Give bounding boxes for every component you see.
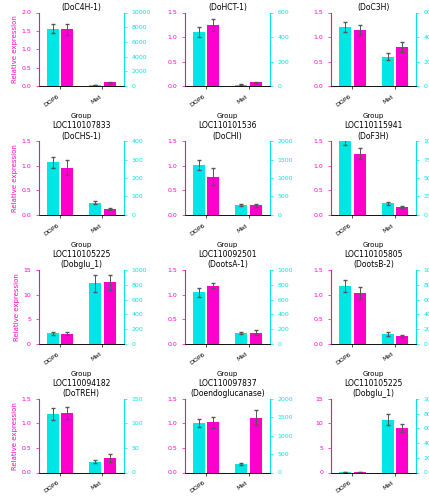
X-axis label: Group: Group — [70, 242, 92, 248]
Title: LOC110093394
(DoHCT-1): LOC110093394 (DoHCT-1) — [198, 0, 257, 12]
Bar — [47, 162, 59, 215]
Bar — [104, 209, 115, 215]
X-axis label: Group: Group — [363, 371, 384, 377]
Title: LOC110105225
(Dobglu_1): LOC110105225 (Dobglu_1) — [52, 250, 110, 270]
Bar — [47, 414, 59, 472]
Title: LOC110097837
(Doendoglucanase): LOC110097837 (Doendoglucanase) — [190, 378, 265, 398]
Title: LOC110101536
(DoCHI): LOC110101536 (DoCHI) — [198, 121, 257, 141]
X-axis label: Group: Group — [217, 114, 238, 119]
Bar — [236, 333, 248, 344]
Bar — [250, 82, 262, 86]
Bar — [250, 418, 262, 472]
Y-axis label: Relative expression: Relative expression — [15, 273, 21, 341]
Bar — [250, 333, 262, 344]
Bar — [193, 32, 205, 86]
Title: LOC110115941
(DoF3H): LOC110115941 (DoF3H) — [344, 121, 403, 141]
Bar — [89, 462, 101, 472]
Title: LOC110113575
(DoC4H-1): LOC110113575 (DoC4H-1) — [52, 0, 110, 12]
Bar — [396, 47, 408, 86]
Bar — [396, 336, 408, 344]
Bar — [89, 203, 101, 215]
Bar — [236, 85, 248, 86]
Y-axis label: Relative expression: Relative expression — [12, 16, 18, 83]
Bar — [89, 284, 101, 344]
Y-axis label: Relative expression: Relative expression — [12, 402, 18, 469]
Y-axis label: Relative expression: Relative expression — [12, 144, 18, 212]
Bar — [61, 334, 73, 344]
Bar — [207, 176, 219, 215]
Bar — [104, 282, 115, 344]
Bar — [61, 29, 73, 86]
Title: LOC110107833
(DoCHS-1): LOC110107833 (DoCHS-1) — [52, 121, 110, 141]
Bar — [236, 464, 248, 472]
Bar — [250, 205, 262, 215]
X-axis label: Group: Group — [217, 242, 238, 248]
Bar — [382, 56, 393, 86]
Bar — [396, 206, 408, 215]
Bar — [47, 334, 59, 344]
X-axis label: Group: Group — [363, 242, 384, 248]
Bar — [61, 168, 73, 215]
Bar — [339, 286, 351, 344]
Bar — [104, 458, 115, 472]
Title: LOC110105225
(Dobglu_1): LOC110105225 (Dobglu_1) — [344, 378, 403, 398]
Bar — [207, 422, 219, 472]
Bar — [382, 203, 393, 215]
Bar — [47, 28, 59, 86]
Bar — [61, 412, 73, 472]
Bar — [339, 27, 351, 86]
Bar — [236, 205, 248, 215]
Bar — [353, 293, 366, 344]
Bar — [339, 138, 351, 215]
Bar — [353, 30, 366, 86]
Bar — [396, 428, 408, 472]
Bar — [353, 154, 366, 215]
Bar — [207, 25, 219, 86]
Bar — [382, 334, 393, 344]
Bar — [207, 286, 219, 344]
Title: LOC110094182
(DoTREH): LOC110094182 (DoTREH) — [52, 378, 110, 398]
X-axis label: Group: Group — [363, 114, 384, 119]
Bar — [104, 82, 115, 86]
Title: LOC110101632
(DoC3H): LOC110101632 (DoC3H) — [344, 0, 403, 12]
Bar — [89, 85, 101, 86]
Title: LOC110092501
(DootsA-1): LOC110092501 (DootsA-1) — [198, 250, 257, 270]
Bar — [193, 423, 205, 472]
X-axis label: Group: Group — [70, 114, 92, 119]
Title: LOC110105805
(DootsB-2): LOC110105805 (DootsB-2) — [344, 250, 403, 270]
X-axis label: Group: Group — [217, 371, 238, 377]
Bar — [193, 165, 205, 215]
Bar — [193, 292, 205, 344]
X-axis label: Group: Group — [70, 371, 92, 377]
Bar — [382, 420, 393, 472]
